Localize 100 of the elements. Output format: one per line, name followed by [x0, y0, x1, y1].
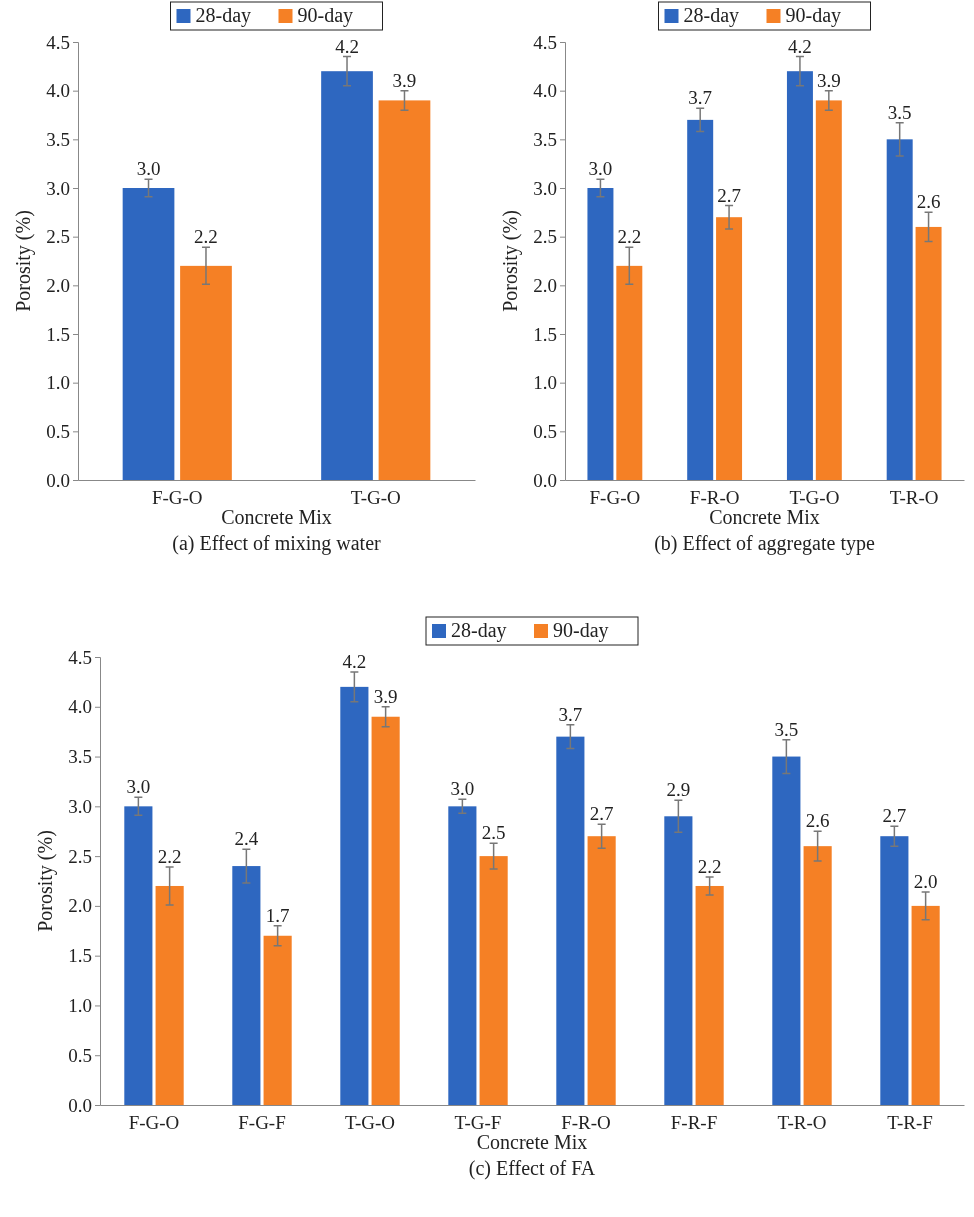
y-tick-label: 1.5	[46, 323, 70, 345]
bar	[321, 71, 373, 480]
bar	[786, 71, 813, 480]
data-label: 2.9	[666, 779, 691, 801]
x-tick-label: F-R-F	[670, 1111, 718, 1133]
x-axis-title: Concrete Mix	[476, 1131, 588, 1153]
y-tick-label: 4.5	[46, 31, 70, 53]
bar	[664, 816, 693, 1105]
y-tick-label: 4.5	[68, 646, 92, 668]
bar	[232, 866, 261, 1105]
bar	[880, 836, 909, 1105]
data-label: 2.7	[882, 805, 907, 827]
bar	[263, 935, 292, 1105]
y-tick-label: 4.0	[533, 80, 557, 102]
legend-label: 28-day	[195, 4, 252, 27]
x-axis-title: Concrete Mix	[709, 506, 820, 528]
bar	[815, 100, 842, 480]
bar	[587, 836, 616, 1105]
x-tick-label: T-R-F	[887, 1111, 933, 1133]
x-tick-label: T-R-O	[777, 1111, 827, 1133]
y-tick-label: 0.0	[68, 1094, 92, 1116]
x-tick-label: F-G-F	[238, 1111, 286, 1133]
data-label: 3.7	[558, 703, 583, 725]
x-tick-label: T-G-O	[350, 486, 401, 508]
y-tick-label: 4.0	[46, 80, 70, 102]
legend-label: 28-day	[683, 4, 740, 27]
x-axis-title: Concrete Mix	[221, 506, 332, 528]
bar	[915, 226, 942, 480]
bar	[180, 265, 232, 480]
data-label: 3.9	[373, 685, 398, 707]
y-tick-label: 2.5	[68, 845, 92, 867]
legend-label: 90-day	[297, 4, 354, 27]
bar	[340, 686, 369, 1105]
y-tick-label: 3.5	[46, 128, 70, 150]
data-label: 1.7	[265, 904, 290, 926]
bar	[772, 756, 801, 1105]
text: (c) Effect of FA	[468, 1157, 596, 1180]
bar	[122, 188, 175, 480]
data-label: 3.0	[588, 158, 613, 180]
x-tick-label: T-G-O	[345, 1111, 395, 1133]
data-label: 3.9	[816, 69, 841, 91]
bar	[378, 100, 431, 480]
x-tick-label: F-R-O	[689, 486, 740, 508]
bar	[695, 885, 724, 1105]
bar	[587, 188, 614, 480]
data-label: 3.9	[392, 69, 417, 91]
y-axis-title: Porosity (%)	[12, 210, 35, 312]
y-axis-title: Porosity (%)	[499, 210, 522, 312]
data-label: 2.2	[697, 856, 722, 878]
bar	[616, 265, 643, 480]
x-tick-label: F-R-O	[561, 1111, 611, 1133]
bar	[371, 716, 400, 1105]
legend-label: 28-day	[451, 619, 507, 642]
legend-label: 90-day	[785, 4, 842, 27]
y-tick-label: 3.5	[68, 746, 92, 768]
data-label: 2.4	[234, 828, 259, 850]
data-label: 3.0	[126, 776, 151, 798]
x-tick-label: F-G-O	[128, 1111, 180, 1133]
data-label: 2.2	[157, 846, 182, 868]
bar	[803, 846, 832, 1105]
y-tick-label: 2.5	[46, 226, 70, 248]
data-label: 4.2	[788, 35, 812, 57]
data-label: 3.0	[136, 158, 161, 180]
y-tick-label: 1.0	[533, 372, 557, 394]
data-label: 3.0	[450, 778, 475, 800]
y-tick-label: 1.0	[68, 995, 92, 1017]
bar	[479, 856, 508, 1105]
data-label: 2.6	[805, 810, 830, 832]
bar	[155, 885, 184, 1105]
data-label: 2.2	[617, 226, 642, 248]
bar	[886, 139, 913, 480]
y-tick-label: 3.0	[46, 177, 70, 199]
y-tick-label: 2.0	[68, 895, 92, 917]
x-tick-label: T-G-O	[789, 486, 840, 508]
legend-label: 90-day	[553, 619, 609, 642]
y-tick-label: 3.0	[68, 795, 92, 817]
data-label: 3.5	[887, 101, 912, 123]
y-tick-label: 1.5	[68, 945, 92, 967]
y-tick-label: 1.5	[533, 323, 557, 345]
data-label: 2.7	[717, 184, 741, 206]
data-label: 2.2	[194, 226, 218, 248]
data-label: 4.2	[335, 35, 359, 57]
y-tick-label: 2.0	[533, 274, 557, 296]
bar	[716, 217, 743, 480]
text: (b) Effect of aggregate type	[654, 532, 875, 555]
bar	[124, 806, 153, 1105]
bar	[687, 119, 714, 480]
x-tick-label: F-G-O	[589, 486, 641, 508]
y-tick-label: 4.5	[533, 31, 557, 53]
y-tick-label: 0.5	[46, 420, 70, 442]
bar	[448, 806, 477, 1105]
data-label: 2.7	[589, 803, 614, 825]
y-tick-label: 2.0	[46, 274, 70, 296]
data-label: 3.7	[688, 87, 713, 109]
data-label: 2.5	[481, 822, 506, 844]
bar	[556, 736, 585, 1105]
data-label: 2.0	[913, 870, 938, 892]
y-tick-label: 2.5	[533, 226, 557, 248]
y-tick-label: 4.0	[68, 696, 92, 718]
y-tick-label: 0.5	[533, 420, 557, 442]
